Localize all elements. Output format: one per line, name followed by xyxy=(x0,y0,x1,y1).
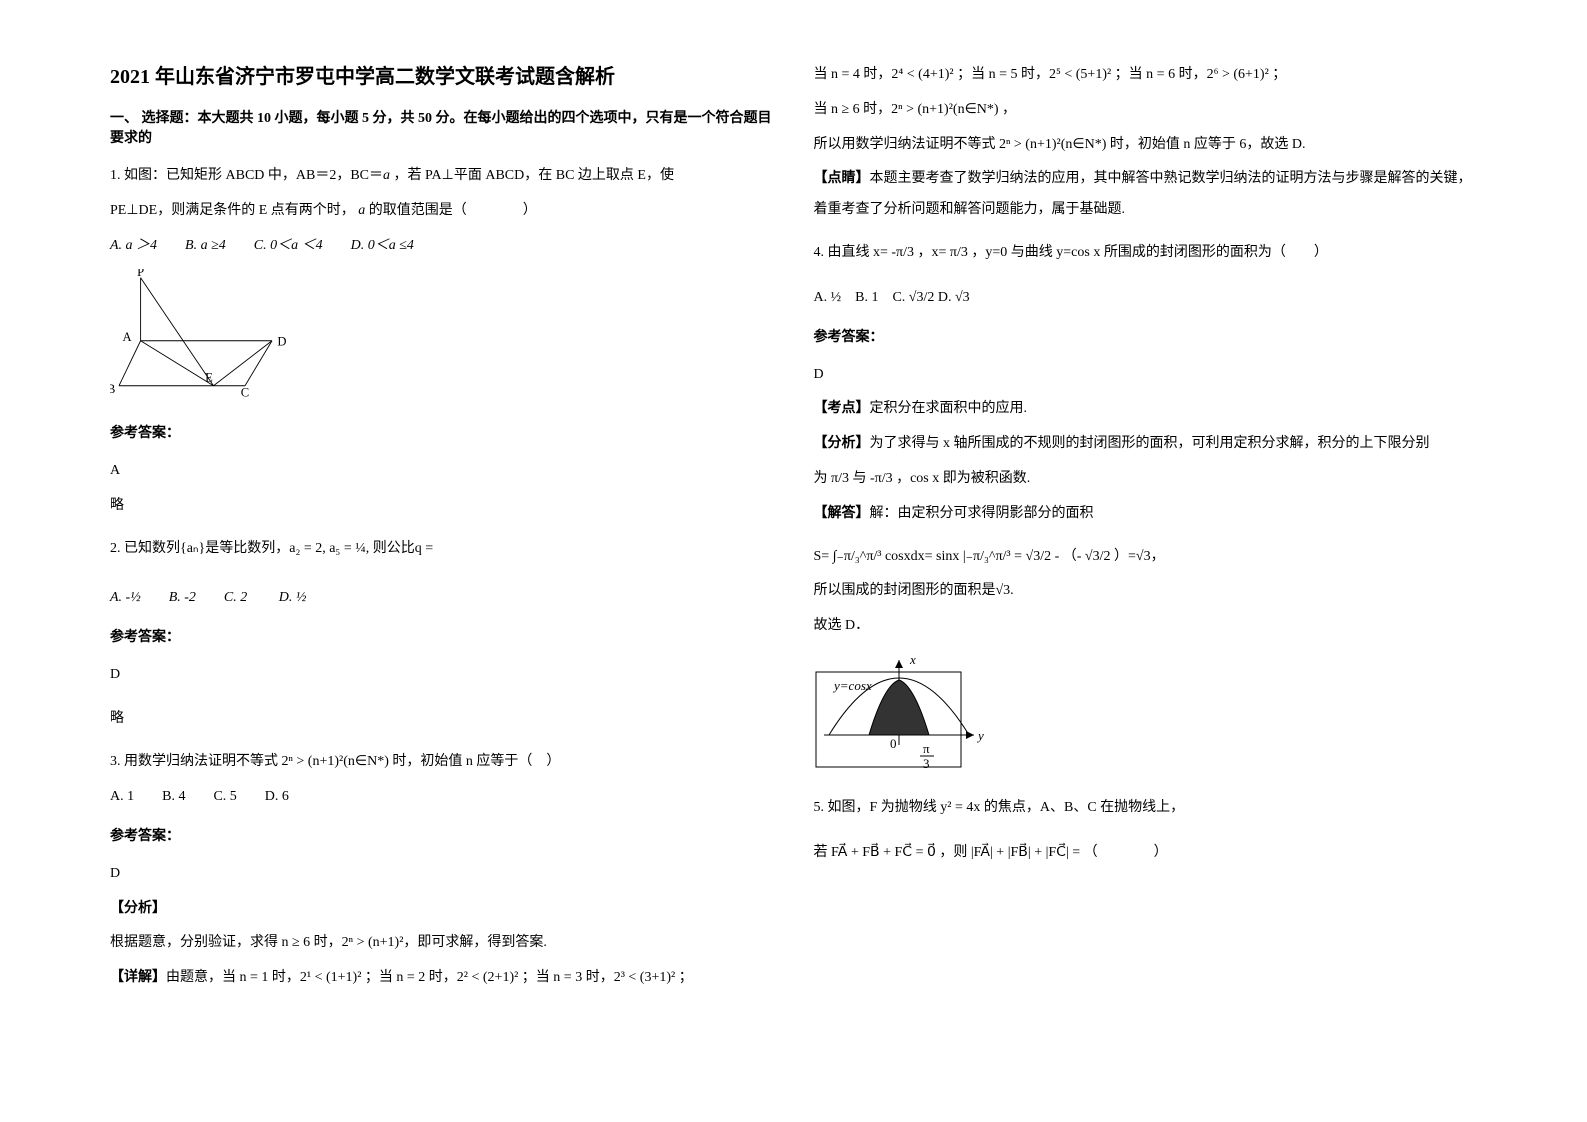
q4-svg: y=cosx x y 0 π 3 xyxy=(814,650,994,770)
q3-text: 3. 用数学归纳法证明不等式 xyxy=(110,754,278,769)
svg-text:A: A xyxy=(122,330,131,344)
q3-analysis1: 根据题意，分别验证，求得 n ≥ 6 时，2ⁿ > (n+1)²，即可求解，得到… xyxy=(110,928,774,959)
q4-options: A. ½ B. 1 C. √3/2 D. √3 xyxy=(814,283,1478,314)
q4-analysis-label: 【分析】 xyxy=(814,436,870,451)
question-5: 5. 如图，F 为抛物线 y² = 4x 的焦点，A、B、C 在抛物线上， 若 … xyxy=(814,793,1478,869)
svg-text:B: B xyxy=(110,382,115,396)
q3-detail1-text: 由题意，当 n = 1 时，2¹ < (1+1)² ；当 n = 2 时，2² … xyxy=(166,970,693,985)
q3-point-label: 【点睛】 xyxy=(814,171,870,186)
question-3: 3. 用数学归纳法证明不等式 2ⁿ > (n+1)²(n∈N*) 时，初始值 n… xyxy=(110,747,774,994)
q1-line2: PE⊥DE，则满足条件的 E 点有两个时， a 的取值范围是（ ） xyxy=(110,196,774,227)
q4-answer-label: 参考答案： xyxy=(814,324,1478,352)
q5-text2: 若 FA⃗ + FB⃗ + FC⃗ = 0⃗ ，则 |FA⃗| + |FB⃗| … xyxy=(814,838,1478,869)
q4-text: 4. 由直线 x= -π/3 ，x= π/3 ，y=0 与曲线 y=cos x … xyxy=(814,238,1478,269)
q1-text4: 的取值范围是（ ） xyxy=(365,203,537,218)
q2-note: 略 xyxy=(110,704,774,735)
q4-kp-label: 【考点】 xyxy=(814,401,870,416)
q3-detail1: 【详解】由题意，当 n = 1 时，2¹ < (1+1)² ；当 n = 2 时… xyxy=(110,963,774,994)
q4-kp: 【考点】定积分在求面积中的应用. xyxy=(814,394,1478,425)
section-title: 一、 选择题：本大题共 10 小题，每小题 5 分，共 50 分。在每小题给出的… xyxy=(110,107,774,147)
q3-line: 3. 用数学归纳法证明不等式 2ⁿ > (n+1)²(n∈N*) 时，初始值 n… xyxy=(110,747,774,778)
question-1: 1. 如图：已知矩形 ABCD 中，AB＝2，BC＝a ，若 PA⊥平面 ABC… xyxy=(110,161,774,522)
q4-kp-text: 定积分在求面积中的应用. xyxy=(870,401,1028,416)
q1-text3: PE⊥DE，则满足条件的 E 点有两个时， xyxy=(110,203,358,218)
q2-num: 2. xyxy=(110,541,121,556)
q4-analysis: 【分析】为了求得与 x 轴所围成的不规则的封闭图形的面积，可利用定积分求解，积分… xyxy=(814,429,1478,460)
q3-detail2-p2: 当 n ≥ 6 时，2ⁿ > (n+1)²(n∈N*) ， xyxy=(814,95,1478,126)
q1-text2: ，若 PA⊥平面 ABCD，在 BC 边上取点 E，使 xyxy=(390,168,674,183)
q3-point-text: 本题主要考查了数学归纳法的应用，其中解答中熟记数学归纳法的证明方法与步骤是解答的… xyxy=(814,171,1472,217)
q3-point: 【点睛】本题主要考查了数学归纳法的应用，其中解答中熟记数学归纳法的证明方法与步骤… xyxy=(814,164,1478,226)
q4-analysis-text: 为了求得与 x 轴所围成的不规则的封闭图形的面积，可利用定积分求解，积分的上下限… xyxy=(870,436,1430,451)
svg-text:0: 0 xyxy=(890,736,897,751)
q3-analysis-label: 【分析】 xyxy=(110,894,774,925)
left-column: 2021 年山东省济宁市罗屯中学高二数学文联考试题含解析 一、 选择题：本大题共… xyxy=(90,60,794,1082)
q4-solve4: 故选 D． xyxy=(814,611,1478,642)
q4-answer: D xyxy=(814,360,1478,391)
q1-text1: 1. 如图：已知矩形 ABCD 中，AB＝2，BC＝ xyxy=(110,168,383,183)
q1-options: A. a ＞4 B. a ≥4 C. 0＜a ＜4 D. 0＜a ≤4 xyxy=(110,231,774,262)
q4-solve2: S= ∫₋π/₃^π/³ cosxdx= sinx |₋π/₃^π/³ = √3… xyxy=(814,542,1478,573)
question-3-cont: 当 n = 4 时，2⁴ < (4+1)² ；当 n = 5 时，2⁵ < (5… xyxy=(814,60,1478,226)
q4-diagram: y=cosx x y 0 π 3 xyxy=(814,650,1478,781)
q3-text2: 时，初始值 n 应等于（ ） xyxy=(392,754,560,769)
q3-answer: D xyxy=(110,859,774,890)
svg-text:P: P xyxy=(137,269,144,279)
svg-text:D: D xyxy=(277,335,286,349)
question-2: 2. 已知数列{aₙ}是等比数列，a₂ = 2, a₅ = ¼, 则公比q = … xyxy=(110,534,774,735)
q5-text1: 5. 如图，F 为抛物线 y² = 4x 的焦点，A、B、C 在抛物线上， xyxy=(814,793,1478,824)
q3-detail-label: 【详解】 xyxy=(110,970,166,985)
q1-note: 略 xyxy=(110,491,774,522)
q3-expr: 2ⁿ > (n+1)²(n∈N*) xyxy=(282,754,389,769)
question-4: 4. 由直线 x= -π/3 ，x= π/3 ，y=0 与曲线 y=cos x … xyxy=(814,238,1478,781)
q3-detail3: 所以用数学归纳法证明不等式 2ⁿ > (n+1)²(n∈N*) 时，初始值 n … xyxy=(814,130,1478,161)
q1-diagram: P A D B C E xyxy=(110,269,774,410)
q1-answer-label: 参考答案： xyxy=(110,420,774,448)
svg-text:E: E xyxy=(205,371,213,385)
q2-answer: D xyxy=(110,660,774,691)
q4-solve-label: 【解答】 xyxy=(814,506,870,521)
q4-solve3: 所以围成的封闭图形的面积是√3. xyxy=(814,576,1478,607)
q2-options: A. -½ B. -2 C. 2 D. ½ xyxy=(110,583,774,614)
right-column: 当 n = 4 时，2⁴ < (4+1)² ；当 n = 5 时，2⁵ < (5… xyxy=(794,60,1498,1082)
svg-text:C: C xyxy=(241,386,249,399)
q1-answer: A xyxy=(110,456,774,487)
svg-text:3: 3 xyxy=(923,756,930,770)
q2-answer-label: 参考答案： xyxy=(110,624,774,652)
q4-solve: 【解答】解：由定积分可求得阴影部分的面积 xyxy=(814,499,1478,530)
svg-text:x: x xyxy=(909,652,916,667)
svg-text:y=cosx: y=cosx xyxy=(832,678,872,693)
svg-text:y: y xyxy=(976,728,984,743)
q1-svg: P A D B C E xyxy=(110,269,290,399)
q3-options: A. 1 B. 4 C. 5 D. 6 xyxy=(110,782,774,813)
q3-detail2-p1: 当 n = 4 时，2⁴ < (4+1)² ；当 n = 5 时，2⁵ < (5… xyxy=(814,60,1478,91)
q1-var: a xyxy=(383,168,390,183)
svg-text:π: π xyxy=(923,741,930,756)
q2-text: 已知数列{aₙ}是等比数列，a₂ = 2, a₅ = ¼, 则公比q = xyxy=(124,541,433,556)
q4-solve1: 解：由定积分可求得阴影部分的面积 xyxy=(870,506,1094,521)
q3-answer-label: 参考答案： xyxy=(110,823,774,851)
q4-analysis2: 为 π/3 与 -π/3 ，cos x 即为被积函数. xyxy=(814,464,1478,495)
q2-line: 2. 已知数列{aₙ}是等比数列，a₂ = 2, a₅ = ¼, 则公比q = xyxy=(110,534,774,565)
page-title: 2021 年山东省济宁市罗屯中学高二数学文联考试题含解析 xyxy=(110,60,774,89)
q1-line1: 1. 如图：已知矩形 ABCD 中，AB＝2，BC＝a ，若 PA⊥平面 ABC… xyxy=(110,161,774,192)
